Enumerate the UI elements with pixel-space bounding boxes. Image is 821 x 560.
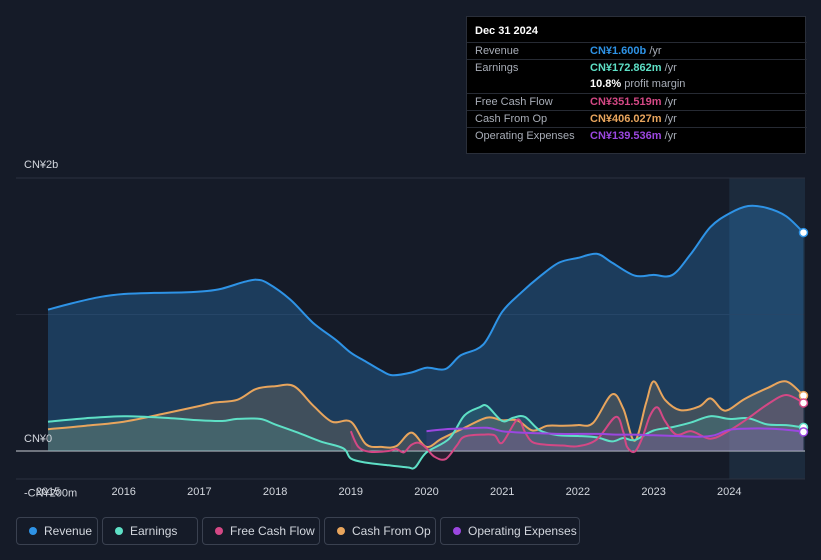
y-tick-label: -CN¥200m [24, 487, 77, 499]
x-tick-label: 2017 [187, 486, 211, 498]
legend-label: Earnings [130, 524, 178, 538]
legend-label: Operating Expenses [468, 524, 577, 538]
tooltip-row-fcf: Free Cash Flow CN¥351.519m /yr [467, 93, 807, 111]
revenue-dot-icon [29, 527, 37, 535]
x-tick-label: 2021 [490, 486, 514, 498]
tooltip-label: Revenue [475, 45, 520, 57]
operating-expenses-end-point [798, 427, 809, 437]
tooltip-value: CN¥139.536m /yr [590, 130, 677, 142]
tooltip-date: Dec 31 2024 [475, 25, 538, 37]
tooltip-value: CN¥406.027m /yr [590, 113, 677, 125]
earnings-area [48, 404, 804, 469]
x-tick-label: 2019 [339, 486, 363, 498]
x-tick-label: 2024 [717, 486, 741, 498]
tooltip-value: 10.8% profit margin [590, 78, 686, 90]
legend-item-cash-from-op[interactable]: Cash From Op [324, 517, 436, 545]
tooltip: Dec 31 2024 Revenue CN¥1.600b /yr Earnin… [466, 16, 807, 154]
cash-from-op-area [48, 381, 804, 451]
legend-item-operating-expenses[interactable]: Operating Expenses [440, 517, 580, 545]
earnings-line [47, 403, 804, 470]
legend-label: Free Cash Flow [230, 524, 315, 538]
revenue-line [47, 204, 805, 377]
revenue-area [48, 205, 804, 451]
x-tick-label: 2022 [566, 486, 590, 498]
free-cash-flow-end-point [798, 398, 809, 408]
legend-label: Revenue [44, 524, 93, 538]
x-tick-label: 2020 [414, 486, 438, 498]
x-tick-label: 2015 [36, 486, 60, 498]
tooltip-label: Earnings [475, 62, 519, 74]
tooltip-row-revenue: Revenue CN¥1.600b /yr [467, 42, 807, 60]
earnings-dot-icon [115, 527, 123, 535]
tooltip-value: CN¥172.862m /yr [590, 62, 677, 74]
revenue-end-point [798, 227, 809, 238]
tooltip-row-margin: 10.8% profit margin [467, 76, 807, 93]
legend-item-revenue[interactable]: Revenue [16, 517, 98, 545]
legend-label: Cash From Op [352, 524, 431, 538]
tooltip-row-earnings: Earnings CN¥172.862m /yr [467, 59, 807, 77]
legend-item-earnings[interactable]: Earnings [102, 517, 198, 545]
tooltip-value: CN¥351.519m /yr [590, 96, 677, 108]
cash-from-op-dot-icon [337, 527, 345, 535]
operating-expenses-line [426, 426, 804, 438]
free-cash-flow-dot-icon [215, 527, 223, 535]
x-tick-label: 2016 [111, 486, 135, 498]
x-tick-label: 2023 [641, 486, 665, 498]
y-tick-label: CN¥2b [24, 159, 58, 171]
tooltip-label: Operating Expenses [475, 130, 575, 142]
tooltip-row-opex: Operating Expenses CN¥139.536m /yr [467, 127, 807, 145]
tooltip-value: CN¥1.600b /yr [590, 45, 662, 57]
x-tick-label: 2018 [263, 486, 287, 498]
operating-expenses-dot-icon [453, 527, 461, 535]
tooltip-label: Cash From Op [475, 113, 548, 125]
free-cash-flow-area [350, 394, 804, 460]
tooltip-row-cfo: Cash From Op CN¥406.027m /yr [467, 110, 807, 128]
y-tick-label: CN¥0 [24, 433, 52, 445]
legend-item-free-cash-flow[interactable]: Free Cash Flow [202, 517, 320, 545]
free-cash-flow-line [349, 393, 804, 461]
tooltip-label: Free Cash Flow [475, 96, 553, 108]
